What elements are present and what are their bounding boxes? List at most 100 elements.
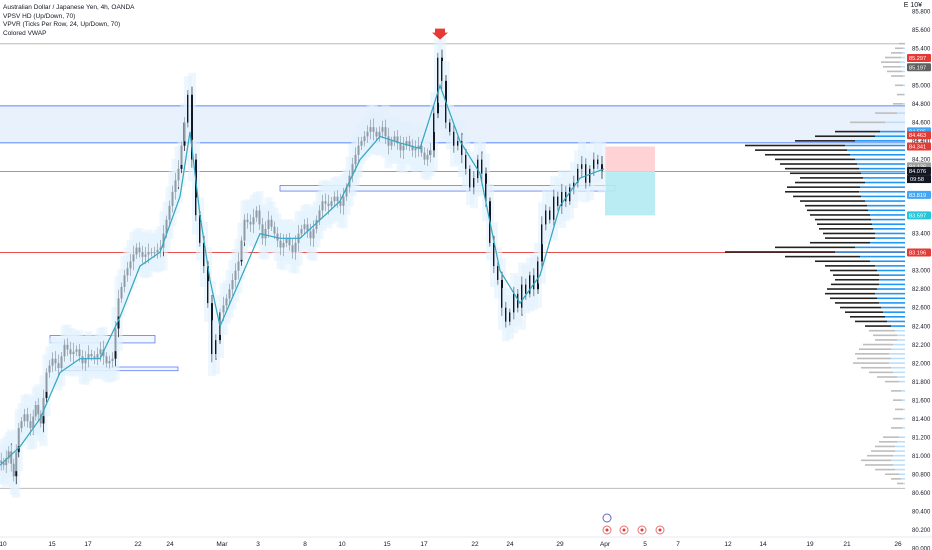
x-tick-label: Apr: [600, 541, 611, 548]
bell-icon: [602, 513, 612, 523]
x-tick-label: 3: [256, 541, 260, 548]
y-tick-label: 83.000: [912, 269, 931, 275]
x-tick-label: 24: [506, 541, 514, 548]
indicator-vwap[interactable]: Colored VWAP: [3, 29, 47, 37]
vp-bar-up-67: [899, 380, 905, 383]
vp-bar-down-83: [897, 482, 903, 485]
x-tick-label: 22: [471, 541, 479, 548]
price-tag-bg: [907, 63, 931, 72]
y-tick-label: 82.600: [912, 306, 931, 312]
vp-bar-up-19: [855, 158, 905, 161]
y-tick-label: 81.600: [912, 398, 931, 404]
y-tick-label: 82.800: [912, 287, 931, 293]
vp-bar-down-33: [817, 223, 872, 225]
vp-bar-down-66: [877, 376, 897, 378]
vp-bar-down-70: [895, 408, 903, 411]
vp-bar-down-27: [793, 195, 861, 198]
vp-bar-up-58: [897, 339, 905, 341]
vp-bar-down-67: [885, 380, 899, 383]
x-tick-label: 7: [676, 541, 680, 548]
indicator-vpsv[interactable]: VPSV HD (Up/Down, 70): [3, 12, 76, 20]
vp-bar-up-55: [891, 325, 905, 327]
price-tag-bg: [907, 211, 931, 220]
vp-bar-down-25: [787, 186, 860, 188]
vp-bar-down-10: [893, 103, 903, 105]
vp-bar-down-75: [875, 445, 895, 448]
vp-bar-up-47: [877, 288, 905, 290]
vp-bar-down-44: [833, 274, 879, 276]
vp-bar-down-8: [895, 84, 903, 87]
vp-bar-up-59: [893, 343, 905, 346]
y-tick-label: 84.200: [912, 158, 931, 164]
vp-bar-down-32: [815, 218, 871, 221]
vp-bar-down-12: [850, 121, 885, 124]
vp-bar-up-11: [897, 112, 905, 114]
vp-bar-up-82: [901, 478, 905, 480]
vp-bar-up-20: [857, 163, 905, 165]
vp-bar-up-62: [891, 357, 905, 360]
y-tick-label: 85.600: [912, 28, 931, 34]
x-tick-label: 10: [0, 541, 7, 548]
candle-body: [601, 164, 603, 171]
vp-bar-up-4: [900, 61, 905, 63]
y-tick-label: 81.000: [912, 454, 931, 460]
vp-bar-up-77: [893, 454, 905, 457]
vp-bar-up-83: [903, 482, 905, 485]
vp-bar-up-63: [889, 362, 905, 364]
x-tick-label: 8: [303, 541, 307, 548]
currency-label[interactable]: E 10¥: [903, 2, 922, 9]
vp-bar-up-76: [895, 450, 905, 452]
vp-bar-up-49: [877, 297, 905, 300]
vp-bar-down-16: [745, 144, 845, 147]
vp-bar-up-10: [903, 103, 905, 105]
indicator-vpvr[interactable]: VPVR (Ticks Per Row, 24, Up/Down, 70): [3, 21, 121, 29]
vp-bar-up-16: [845, 144, 905, 147]
x-tick-label: 26: [894, 541, 902, 548]
y-tick-label: 80.800: [912, 472, 931, 478]
vp-bar-down-43: [830, 269, 877, 272]
vp-bar-down-22: [790, 172, 861, 175]
vp-bar-down-37: [810, 241, 870, 244]
y-tick-label: 80.400: [912, 509, 931, 515]
arrow-down-icon: [432, 28, 448, 40]
vp-bar-up-78: [891, 459, 905, 462]
price-tag-bg: [907, 131, 931, 140]
vp-bar-up-13: [880, 130, 905, 133]
vp-bar-down-29: [805, 204, 867, 207]
vp-bar-down-35: [823, 232, 875, 235]
y-tick-label: 80.000: [912, 547, 931, 550]
vp-bar-up-8: [903, 84, 905, 87]
vp-bar-down-76: [871, 450, 895, 452]
vp-bar-up-28: [865, 200, 905, 202]
vp-bar-up-34: [873, 228, 905, 230]
vp-bar-up-32: [871, 218, 905, 221]
vp-bar-up-66: [897, 376, 905, 378]
vp-bar-down-55: [865, 325, 891, 327]
vp-bar-up-61: [889, 353, 905, 355]
x-tick-label: 17: [420, 541, 428, 548]
price-tag-label: 84.463: [909, 133, 926, 139]
price-tag-label: 84.076: [909, 169, 926, 175]
x-tick-label: 5: [643, 541, 647, 548]
vp-bar-up-54: [887, 320, 905, 323]
vp-bar-down-9: [897, 93, 904, 96]
vp-bar-down-79: [865, 464, 893, 466]
y-tick-label: 81.800: [912, 380, 931, 386]
vp-bar-down-13: [835, 130, 880, 133]
vp-bar-down-7: [891, 75, 903, 77]
vp-bar-down-1: [895, 47, 903, 50]
vp-bar-down-51: [840, 306, 881, 309]
vp-bar-down-64: [861, 366, 891, 369]
vp-bar-up-9: [904, 93, 905, 96]
vp-bar-up-69: [902, 399, 905, 401]
y-tick-label: 80.200: [912, 528, 931, 534]
vp-bar-up-64: [891, 366, 905, 369]
vp-bar-up-21: [859, 167, 905, 170]
vp-bar-down-3: [885, 56, 901, 59]
price-tag-label: 83.819: [909, 193, 926, 199]
vp-bar-up-5: [901, 65, 905, 68]
x-tick-label: 29: [556, 541, 564, 548]
vp-bar-up-36: [875, 237, 905, 239]
chart-title[interactable]: Australian Dollar / Japanese Yen, 4h, OA…: [3, 4, 135, 11]
